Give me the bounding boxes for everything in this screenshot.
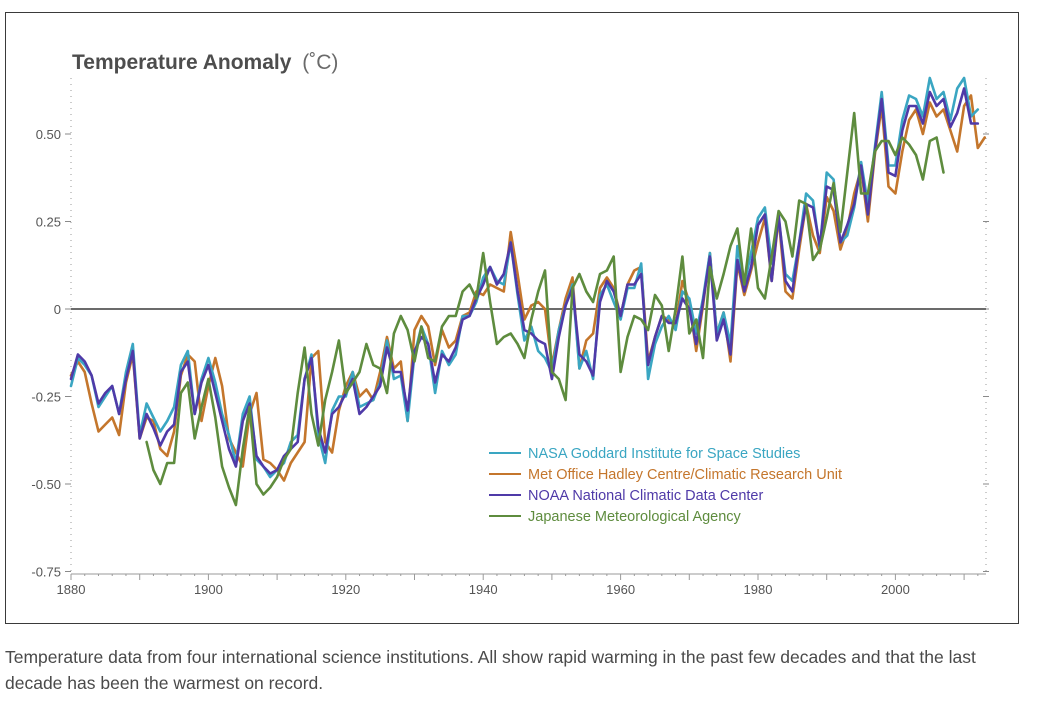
legend-label: NASA Goddard Institute for Space Studies bbox=[528, 446, 800, 462]
axes: 1880 1900 1920 1940 1960 1980 2000 0.50 0.25 0 -0.… bbox=[31, 78, 989, 597]
legend-label: NOAA National Climatic Data Center bbox=[528, 488, 763, 504]
series-lines bbox=[69, 76, 987, 507]
x-tick-label: 1880 bbox=[57, 582, 86, 597]
x-tick-label: 1980 bbox=[744, 582, 773, 597]
legend-label: Japanese Meteorological Agency bbox=[528, 509, 742, 525]
chart-title-unit: (˚C) bbox=[302, 51, 338, 74]
chart-frame: Temperature Anomaly (˚C) 1880 1900 1920 194… bbox=[5, 12, 1019, 624]
x-tick-label: 1900 bbox=[194, 582, 223, 597]
x-tick-label: 1940 bbox=[469, 582, 498, 597]
series-line-1 bbox=[69, 94, 987, 482]
y-tick-label: 0.25 bbox=[36, 215, 61, 230]
y-tick-label: -0.75 bbox=[31, 565, 61, 580]
temperature-anomaly-chart: Temperature Anomaly (˚C) 1880 1900 1920 194… bbox=[31, 51, 989, 597]
figure-caption: Temperature data from four international… bbox=[5, 647, 976, 693]
x-tick-label: 1960 bbox=[606, 582, 635, 597]
x-tick-label: 1920 bbox=[331, 582, 360, 597]
series-line-0 bbox=[69, 76, 980, 479]
x-tick-label: 2000 bbox=[881, 582, 910, 597]
y-tick-label: 0 bbox=[54, 302, 61, 317]
legend-label: Met Office Hadley Centre/Climatic Resear… bbox=[528, 467, 842, 483]
chart-title-text: Temperature Anomaly bbox=[72, 51, 292, 74]
y-tick-label: -0.50 bbox=[31, 477, 61, 492]
legend: NASA Goddard Institute for Space Studies… bbox=[489, 446, 842, 525]
series-line-3 bbox=[145, 111, 945, 507]
chart-title: Temperature Anomaly (˚C) bbox=[72, 51, 338, 74]
series-line-2 bbox=[69, 87, 980, 475]
y-tick-label: 0.50 bbox=[36, 127, 61, 142]
y-tick-label: -0.25 bbox=[31, 390, 61, 405]
